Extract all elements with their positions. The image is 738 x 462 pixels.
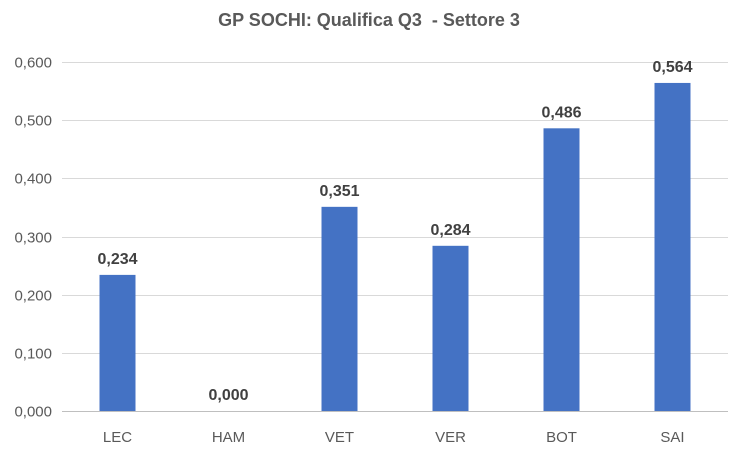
data-label-bot: 0,486 <box>541 104 581 121</box>
x-tick-label-ham: HAM <box>212 429 245 446</box>
x-tick-label-ver: VER <box>435 429 466 446</box>
bar-lec <box>99 274 136 411</box>
y-tick-label: 0,000 <box>14 404 52 421</box>
y-tick-label: 0,500 <box>14 113 52 130</box>
y-tick-label: 0,100 <box>14 346 52 363</box>
gridlines <box>62 62 728 412</box>
bars <box>99 82 691 411</box>
y-tick-label: 0,300 <box>14 230 52 247</box>
bar-sai <box>654 82 691 411</box>
data-label-ver: 0,284 <box>430 222 470 239</box>
x-tick-label-bot: BOT <box>546 429 577 446</box>
y-tick-label: 0,400 <box>14 171 52 188</box>
x-tick-label-sai: SAI <box>660 429 684 446</box>
data-labels: 0,234 0,000 0,351 0,284 0,486 0,564 <box>97 59 692 404</box>
y-tick-label: 0,600 <box>14 55 52 72</box>
bar-vet <box>321 206 358 411</box>
data-label-lec: 0,234 <box>97 251 137 268</box>
x-tick-label-lec: LEC <box>103 429 132 446</box>
y-tick-label: 0,200 <box>14 288 52 305</box>
bar-bot <box>543 128 580 411</box>
data-label-sai: 0,564 <box>652 59 692 76</box>
data-label-vet: 0,351 <box>319 183 359 200</box>
x-axis-ticks: LEC HAM VET VER BOT SAI <box>103 429 685 446</box>
x-tick-label-vet: VET <box>325 429 354 446</box>
y-axis-ticks: 0,000 0,100 0,200 0,300 0,400 0,500 0,600 <box>14 55 52 421</box>
chart-title: GP SOCHI: Qualifica Q3 - Settore 3 <box>218 10 520 30</box>
bar-ver <box>432 245 469 411</box>
data-label-ham: 0,000 <box>208 387 248 404</box>
